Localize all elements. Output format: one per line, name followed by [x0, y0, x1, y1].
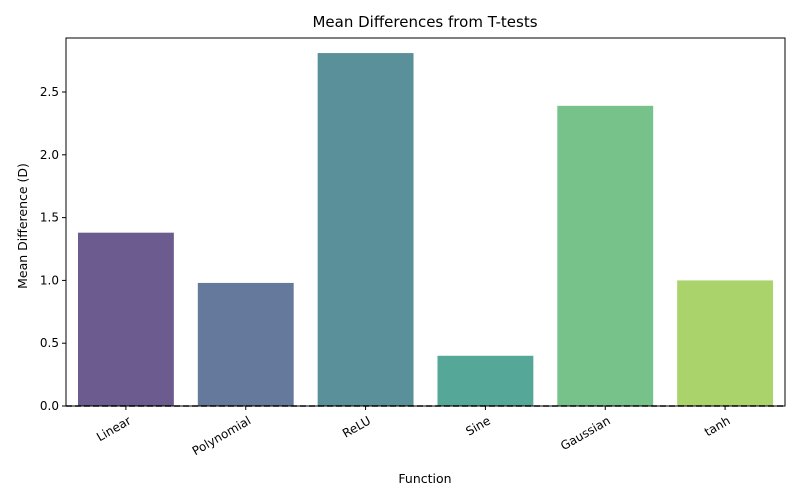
y-tick-label: 1.0 — [40, 273, 59, 287]
y-axis-ticks: 0.0 0.5 1.0 1.5 2.0 2.5 — [40, 85, 66, 413]
x-tick-label: tanh — [702, 413, 733, 439]
bar-tanh — [677, 280, 774, 406]
y-axis-label: Mean Difference (D) — [15, 163, 30, 289]
bars-group — [77, 53, 774, 407]
x-tick-label: Polynomial — [190, 413, 254, 458]
y-tick-label: 0.5 — [40, 336, 59, 350]
x-tick-label: ReLU — [340, 413, 373, 440]
x-tick-label: Sine — [463, 413, 492, 438]
x-tick-label: Linear — [94, 413, 133, 444]
y-tick-label: 1.5 — [40, 211, 59, 225]
y-tick-label: 0.0 — [40, 399, 59, 413]
x-axis-label: Function — [398, 471, 451, 486]
x-tick-label: Gaussian — [558, 413, 613, 453]
bar-gaussian — [557, 105, 654, 407]
chart-title: Mean Differences from T-tests — [312, 13, 537, 31]
bar-relu — [317, 53, 414, 407]
bar-linear — [77, 232, 174, 406]
bar-sine — [437, 355, 534, 406]
plot-frame — [65, 37, 786, 407]
y-tick-label: 2.0 — [40, 148, 59, 162]
y-tick-label: 2.5 — [40, 85, 59, 99]
x-axis-ticks: Linear Polynomial ReLU Sine Gaussian tanh — [94, 406, 733, 458]
bar-polynomial — [197, 282, 294, 406]
